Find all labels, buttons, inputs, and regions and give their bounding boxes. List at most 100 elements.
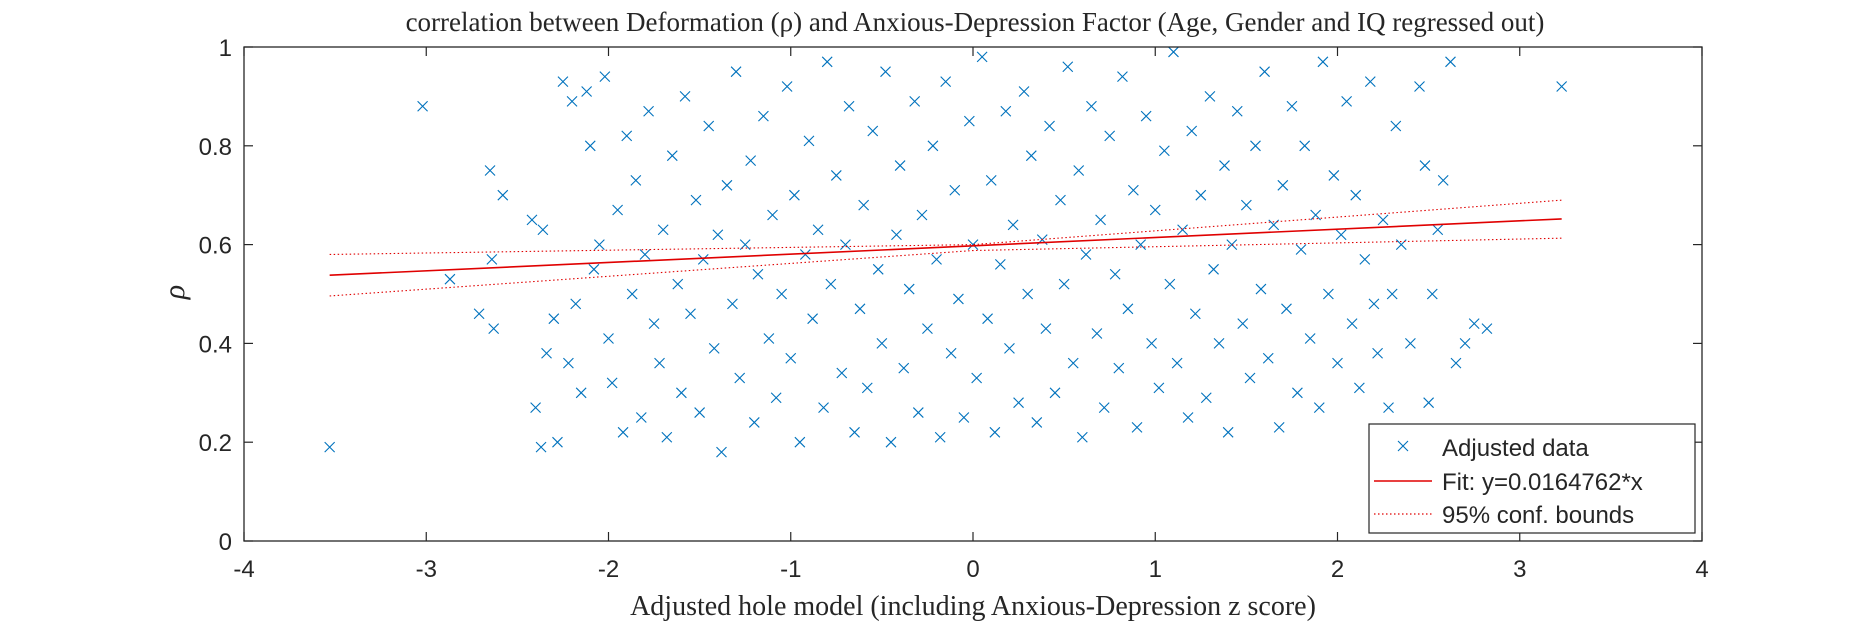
y-tick-label: 0.4 — [199, 331, 232, 358]
data-point — [949, 184, 961, 196]
data-point — [916, 209, 928, 221]
data-point — [922, 323, 933, 334]
data-point — [603, 333, 614, 344]
data-point — [1109, 268, 1121, 280]
legend-label-data: Adjusted data — [1442, 435, 1589, 462]
data-point — [484, 165, 496, 176]
data-point — [967, 239, 979, 250]
data-point — [679, 91, 691, 102]
data-point — [1098, 402, 1110, 414]
data-point — [994, 258, 1006, 270]
data-point — [648, 318, 660, 330]
data-point — [730, 66, 742, 78]
lower-conf-bound — [329, 237, 1562, 297]
data-point — [1332, 357, 1343, 369]
data-point — [876, 338, 888, 349]
data-point — [1004, 342, 1015, 354]
data-point — [1200, 392, 1212, 404]
data-point — [1164, 278, 1176, 290]
data-point — [417, 100, 428, 112]
data-point — [1091, 328, 1103, 339]
data-point — [843, 100, 855, 112]
data-point — [685, 308, 696, 320]
data-point — [1335, 229, 1347, 241]
y-tick-label: 0 — [219, 529, 232, 556]
data-point — [617, 426, 629, 438]
data-point — [563, 357, 574, 369]
data-point — [931, 254, 942, 265]
data-point — [1149, 204, 1161, 216]
data-point — [581, 86, 593, 97]
data-point — [690, 194, 702, 206]
data-point — [818, 402, 829, 414]
data-point — [1317, 56, 1329, 68]
data-point — [1186, 125, 1198, 137]
data-point — [621, 130, 633, 142]
data-point — [770, 392, 782, 404]
data-point — [858, 199, 870, 211]
data-point — [1086, 100, 1097, 112]
data-point — [486, 254, 498, 265]
data-point — [1062, 61, 1074, 73]
data-point — [1022, 288, 1034, 300]
data-point — [840, 239, 851, 250]
data-point — [1273, 421, 1285, 433]
data-point — [1286, 100, 1298, 112]
data-point — [1262, 352, 1274, 364]
data-point — [1095, 214, 1106, 226]
data-point — [1013, 397, 1024, 409]
data-point — [940, 76, 952, 87]
data-point — [661, 431, 673, 443]
data-point — [1226, 239, 1238, 250]
legend-x-mark — [1397, 440, 1409, 452]
data-point — [1244, 372, 1256, 384]
data-point — [537, 224, 549, 236]
data-point — [1445, 56, 1456, 68]
data-point — [612, 204, 624, 216]
data-point — [721, 179, 733, 191]
data-point — [1146, 338, 1157, 349]
legend: Adjusted data Fit: y=0.0164762*x 95% con… — [1368, 423, 1696, 534]
marks-layer — [324, 46, 1568, 458]
data-point — [1240, 199, 1252, 211]
x-tick-label: 0 — [966, 556, 979, 583]
data-point — [927, 140, 939, 152]
data-point — [1204, 91, 1216, 102]
data-point — [1372, 347, 1383, 359]
y-tick-label: 0.8 — [199, 134, 232, 161]
data-point — [588, 263, 600, 275]
x-axis-label: Adjusted hole model (including Anxious-D… — [630, 591, 1316, 622]
data-point — [1364, 76, 1376, 87]
data-point — [803, 135, 815, 147]
data-point — [789, 189, 800, 201]
data-point — [763, 333, 775, 344]
data-point — [912, 407, 924, 418]
data-point — [1049, 387, 1061, 399]
x-tick-label: -3 — [416, 556, 437, 583]
data-point — [758, 110, 769, 122]
data-point — [1117, 71, 1128, 83]
data-point — [1450, 357, 1462, 369]
data-point — [1481, 323, 1493, 334]
data-point — [1153, 382, 1165, 394]
data-point — [535, 441, 547, 453]
data-point — [676, 387, 687, 399]
data-point — [1468, 318, 1480, 330]
data-point — [903, 283, 915, 295]
data-point — [971, 372, 983, 384]
data-point — [1055, 194, 1066, 206]
data-point — [1383, 402, 1394, 414]
data-point — [812, 224, 824, 236]
data-point — [1237, 318, 1249, 330]
data-point — [557, 76, 569, 87]
data-point — [727, 298, 738, 310]
data-point — [953, 293, 964, 305]
data-point — [1219, 160, 1230, 171]
data-point — [1255, 283, 1267, 295]
data-point — [825, 278, 837, 290]
data-point — [1341, 95, 1352, 107]
data-point — [1328, 170, 1340, 181]
data-point — [1313, 402, 1325, 414]
data-point — [1189, 308, 1201, 320]
data-point — [593, 239, 605, 250]
